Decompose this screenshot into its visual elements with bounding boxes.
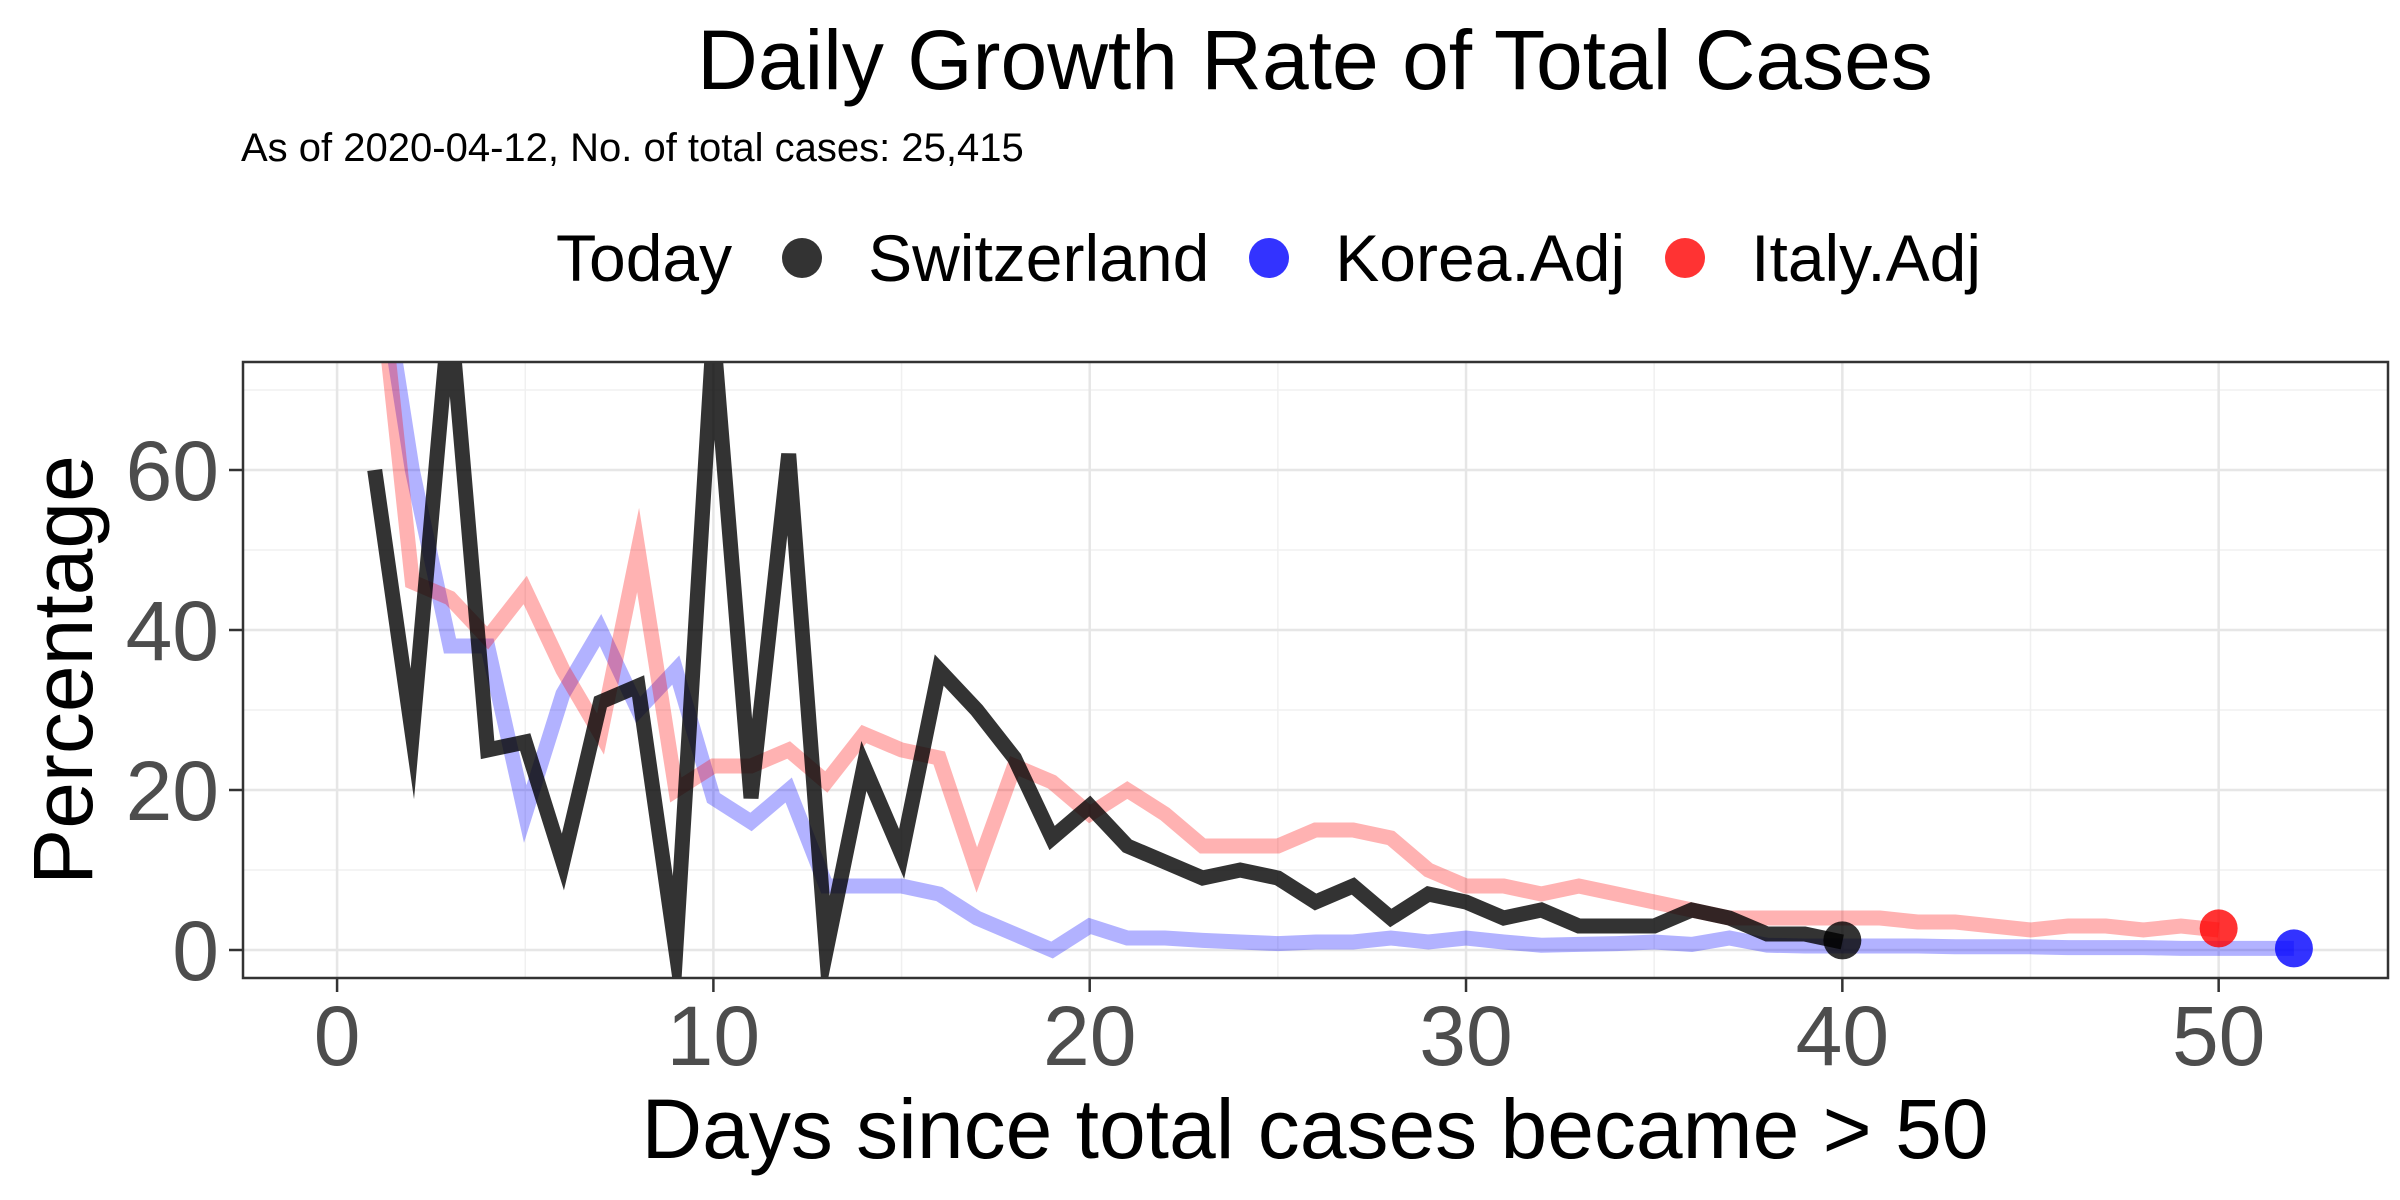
series-layer [367, 362, 2294, 978]
y-tick-label: 0 [172, 904, 219, 998]
x-tick-label: 30 [1419, 989, 1512, 1083]
today-point-italy-adj [2199, 909, 2238, 948]
legend-title: Today [556, 221, 733, 295]
y-tick-label: 60 [126, 424, 219, 518]
chart-title: Daily Growth Rate of Total Cases [697, 13, 1933, 107]
legend-item-italy: Italy.Adj [1665, 220, 1981, 296]
y-tick-label: 40 [126, 584, 219, 678]
legend-swatch-switzerland [782, 238, 823, 278]
grid [243, 362, 2388, 978]
today-points-layer [1823, 909, 2313, 968]
x-tick-label: 10 [667, 989, 760, 1083]
legend-label-italy: Italy.Adj [1751, 221, 1982, 295]
legend-label-korea: Korea.Adj [1335, 221, 1626, 295]
plot-border [241, 360, 2390, 980]
x-tick-label: 20 [1043, 989, 1136, 1083]
legend: Today Switzerland Korea.Adj Italy.Adj [556, 218, 2021, 298]
x-tick-label: 40 [1796, 989, 1889, 1083]
y-axis-label: Percentage [16, 455, 110, 885]
series-line-switzerland [367, 362, 1844, 978]
chart-subtitle: As of 2020-04-12, No. of total cases: 25… [241, 126, 1024, 170]
y-axis-ticks: 0 20 40 60 [126, 424, 243, 998]
legend-item-switzerland: Switzerland [782, 220, 1209, 296]
x-tick-label: 50 [2172, 989, 2265, 1083]
today-point-korea-adj [2274, 929, 2313, 968]
x-axis-ticks: 0 10 20 30 40 50 [314, 978, 2265, 1083]
legend-swatch-italy [1665, 238, 1706, 278]
legend-item-korea: Korea.Adj [1249, 220, 1625, 296]
x-tick-label: 0 [314, 989, 361, 1083]
legend-label-switzerland: Switzerland [868, 221, 1210, 295]
legend-swatch-korea [1249, 238, 1290, 278]
y-tick-label: 20 [126, 744, 219, 838]
x-axis-label: Days since total cases became > 50 [641, 1082, 1988, 1176]
today-point-switzerland [1823, 921, 1862, 960]
